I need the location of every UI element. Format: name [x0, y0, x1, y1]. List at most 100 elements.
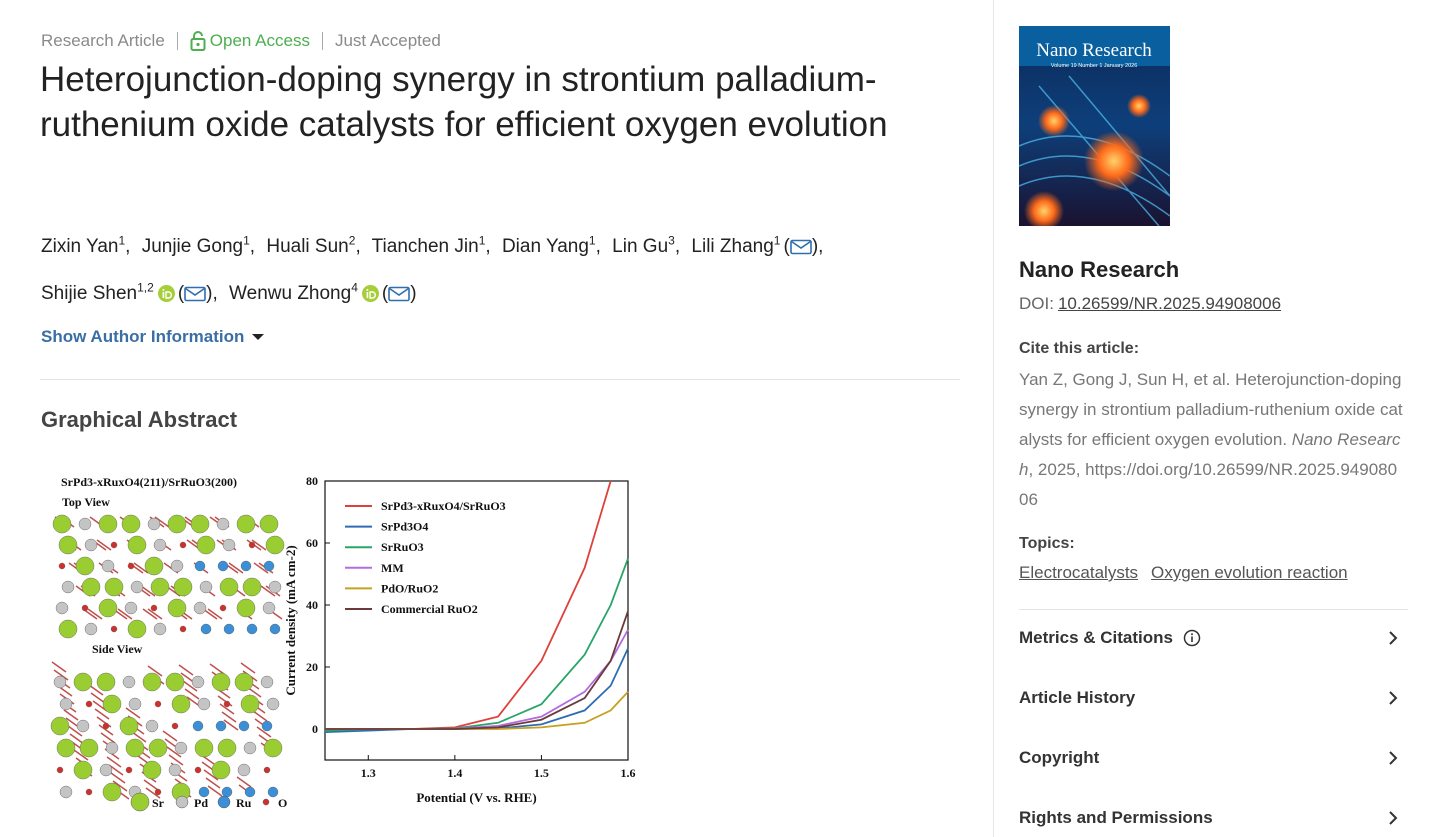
author-name[interactable]: Wenwu Zhong — [229, 282, 352, 304]
bond — [147, 665, 163, 677]
atom — [265, 535, 285, 555]
author-name[interactable]: Lili Zhang — [691, 236, 774, 258]
atom — [219, 604, 227, 612]
atom — [59, 697, 73, 711]
accordion-label[interactable]: Copyright — [1019, 748, 1100, 767]
abstract-figure: SrPd3-xRuxO4(211)/SrRuO3(200) Top View Sid… — [50, 474, 636, 812]
email-link[interactable] — [382, 283, 417, 304]
article-title: Heterojunction-doping synergy in stronti… — [40, 60, 888, 144]
legend-label: Commercial RuO2 — [381, 602, 478, 616]
atom — [221, 786, 233, 798]
author-name[interactable]: Zixin Yan — [41, 236, 119, 258]
bond — [51, 661, 67, 673]
bond — [240, 662, 256, 674]
atom — [98, 514, 118, 534]
accordion-item[interactable]: Rights and Permissions — [1019, 808, 1399, 828]
orcid-icon[interactable] — [157, 284, 175, 302]
atom — [171, 694, 191, 714]
accordion-item[interactable]: Copyright — [1019, 748, 1399, 768]
toggle-label[interactable]: Show Author Information — [41, 327, 245, 346]
atom — [84, 622, 98, 636]
chevron-icon[interactable] — [1387, 690, 1399, 706]
author: Huali Sun2 — [266, 234, 366, 258]
atom — [197, 697, 211, 711]
author-info-toggle[interactable]: Show Author Information — [41, 327, 265, 347]
bond — [236, 776, 252, 788]
legend-label: O — [278, 796, 287, 810]
chevron-icon[interactable] — [1387, 630, 1399, 646]
atom — [217, 738, 237, 758]
atom — [222, 538, 236, 552]
atom — [259, 514, 279, 534]
mail-icon[interactable] — [388, 286, 411, 302]
bond — [256, 726, 272, 738]
author-list: Zixin Yan1 Junjie Gong1 Huali Sun2 Tianc… — [41, 221, 941, 314]
bond — [184, 688, 200, 700]
author: Dian Yang1 — [501, 234, 607, 258]
article-status: Just Accepted — [334, 31, 441, 50]
legend-label: SrRuO3 — [381, 540, 424, 554]
author-name[interactable]: Lin Gu — [612, 236, 669, 258]
accordion-label[interactable]: Rights and Permissions — [1019, 808, 1213, 827]
email-link[interactable] — [783, 236, 818, 257]
series-line — [325, 610, 629, 730]
chevron-icon[interactable] — [1387, 750, 1399, 766]
atom — [194, 738, 214, 758]
topic-link[interactable]: Oxygen evolution reaction — [1151, 563, 1348, 582]
doi-link[interactable]: 10.26599/NR.2025.94908006 — [1057, 294, 1282, 313]
atom — [98, 598, 118, 618]
atom — [248, 541, 256, 549]
info-icon[interactable] — [1183, 629, 1201, 647]
accordion-label-wrap: Article History — [1019, 688, 1135, 708]
access-label: Open Access — [209, 31, 310, 50]
legend-label: PdO/RuO2 — [381, 581, 438, 595]
atom — [196, 535, 216, 555]
accordion-label[interactable]: Metrics & Citations — [1019, 628, 1173, 647]
atom — [55, 601, 69, 615]
atom — [261, 720, 273, 732]
accordion-label[interactable]: Article History — [1019, 688, 1136, 707]
atom — [150, 604, 158, 612]
atom — [198, 786, 210, 798]
author-name[interactable]: Junjie Gong — [141, 236, 244, 258]
atom — [99, 763, 113, 777]
journal-cover[interactable]: Nano Research Volume 19 Number 1 January… — [1019, 26, 1170, 226]
author-name[interactable]: Huali Sun — [266, 236, 349, 258]
atom — [263, 738, 283, 758]
bond — [154, 516, 170, 528]
author: Zixin Yan1 — [41, 234, 136, 258]
bond — [260, 585, 276, 597]
x-tick-label: 1.6 — [621, 766, 636, 780]
cite-heading: Cite this article: — [1019, 340, 1140, 357]
legend-label: Sr — [152, 796, 165, 810]
author-name[interactable]: Dian Yang — [501, 236, 589, 258]
author-name[interactable]: Shijie Shen — [41, 282, 138, 304]
email-link[interactable] — [178, 283, 213, 304]
atom — [268, 580, 282, 594]
atom — [81, 577, 101, 597]
accordion-item[interactable]: Metrics & Citations — [1019, 628, 1399, 648]
y-tick-label: 40 — [306, 598, 318, 612]
bond — [228, 562, 244, 574]
doi: DOI: 10.26599/NR.2025.94908006 — [1019, 294, 1281, 314]
atom — [142, 672, 162, 692]
atom — [58, 535, 78, 555]
atom — [102, 782, 122, 802]
mail-icon[interactable] — [790, 239, 812, 255]
bond — [143, 779, 159, 791]
bond — [203, 769, 219, 781]
bond — [87, 608, 103, 620]
accordion-label-wrap: Copyright — [1019, 748, 1099, 768]
separator — [321, 32, 323, 50]
author-name[interactable]: Tianchen Jin — [371, 236, 479, 258]
mail-icon[interactable] — [184, 286, 206, 302]
y-tick-label: 80 — [306, 474, 318, 488]
bond — [110, 772, 126, 784]
topic-link[interactable]: Electrocatalysts — [1019, 563, 1139, 582]
orcid-icon[interactable] — [361, 284, 379, 302]
accordion-item[interactable]: Article History — [1019, 688, 1399, 708]
chevron-icon[interactable] — [1387, 810, 1399, 826]
atom — [84, 538, 98, 552]
graphical-abstract: SrPd3-xRuxO4(211)/SrRuO3(200) Top View Sid… — [40, 452, 652, 832]
atom — [127, 535, 147, 555]
